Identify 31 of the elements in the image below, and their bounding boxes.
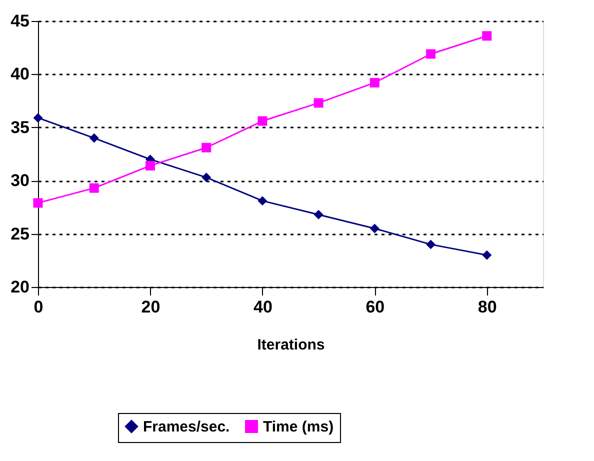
legend-label: Frames/sec.	[143, 418, 230, 436]
y-tick-label: 20	[10, 278, 30, 296]
y-tick-label: 45	[10, 12, 30, 30]
point	[145, 160, 155, 170]
x-axis-title: Iterations	[257, 336, 325, 354]
x-tick-label: 40	[253, 298, 272, 316]
point	[202, 172, 212, 182]
point	[370, 224, 380, 234]
point	[426, 240, 436, 250]
point	[258, 196, 268, 206]
point	[314, 210, 324, 220]
y-tick-label: 35	[10, 118, 30, 137]
y-tick-label: 30	[10, 171, 30, 190]
point	[482, 250, 492, 260]
x-tick-label: 20	[141, 298, 160, 316]
point	[314, 98, 324, 108]
point	[426, 49, 436, 59]
x-tick-label: 60	[366, 298, 385, 316]
point	[202, 142, 212, 152]
legend-label: Time (ms)	[263, 418, 334, 436]
x-tick-label: 80	[478, 298, 497, 316]
point	[89, 133, 99, 143]
y-tick-label: 25	[10, 224, 30, 244]
point	[482, 31, 492, 41]
point	[33, 113, 43, 123]
point	[370, 78, 380, 88]
point	[89, 183, 99, 193]
point	[258, 116, 268, 126]
point	[33, 198, 43, 208]
y-tick-label: 40	[10, 64, 30, 84]
x-tick-label: 0	[34, 298, 44, 316]
